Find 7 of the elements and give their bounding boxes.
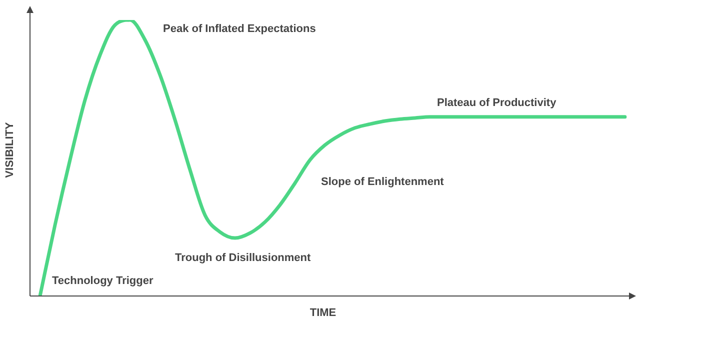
annotation: Plateau of Productivity [437, 97, 558, 110]
annotation: Slope of Enlightenment [321, 176, 444, 188]
y-axis-title: VISIBILITY [4, 122, 16, 178]
x-axis-title: TIME [310, 307, 336, 320]
annotation: Trough of Disillusionment [175, 252, 311, 264]
annotation: Technology Trigger [52, 275, 154, 288]
annotation: Peak of Inflated Expectations [163, 23, 316, 36]
